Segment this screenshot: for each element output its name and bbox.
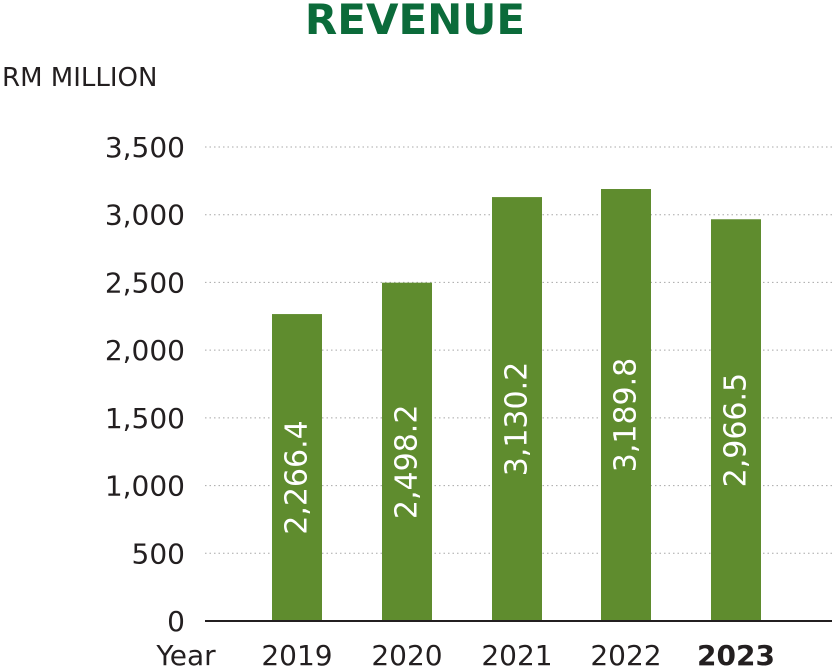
bar-value-label: 3,189.8: [609, 358, 644, 473]
y-tick-label: 500: [132, 537, 185, 570]
bars: 2,266.4 2,498.2 3,130.2 3,189.8 2,966.5: [272, 189, 761, 621]
y-tick-label: 3,500: [105, 131, 185, 164]
y-tick-label: 3,000: [105, 199, 185, 232]
bar-value-label: 2,266.4: [280, 420, 315, 535]
bar-2020: [382, 282, 432, 621]
unit-label: RM MILLION: [2, 63, 157, 93]
x-tick-label: 2023: [697, 639, 775, 668]
x-tick-label: 2021: [481, 639, 552, 668]
x-tick-label: 2019: [261, 639, 332, 668]
bar-2021: [492, 197, 542, 621]
y-tick-label: 2,500: [105, 266, 185, 299]
bar-2023: [711, 219, 761, 621]
bar-value-label: 3,130.2: [500, 362, 535, 477]
bar-value-label: 2,966.5: [719, 373, 754, 488]
x-tick-label: 2020: [371, 639, 442, 668]
y-tick-label: 2,000: [105, 334, 185, 367]
y-tick-label: 1,500: [105, 402, 185, 435]
y-tick-label: 0: [167, 605, 185, 638]
bar-2019: [272, 314, 322, 621]
bar-2022: [601, 189, 651, 621]
x-axis-ticks: 2019 2020 2021 2022 2023: [261, 639, 775, 668]
x-axis-label: Year: [155, 639, 216, 668]
x-tick-label: 2022: [590, 639, 661, 668]
bar-value-label: 2,498.2: [390, 405, 425, 520]
chart-title: REVENUE: [305, 0, 525, 44]
y-tick-label: 1,000: [105, 470, 185, 503]
y-axis-ticks: 0 500 1,000 1,500 2,000 2,500 3,000 3,500: [105, 131, 185, 638]
